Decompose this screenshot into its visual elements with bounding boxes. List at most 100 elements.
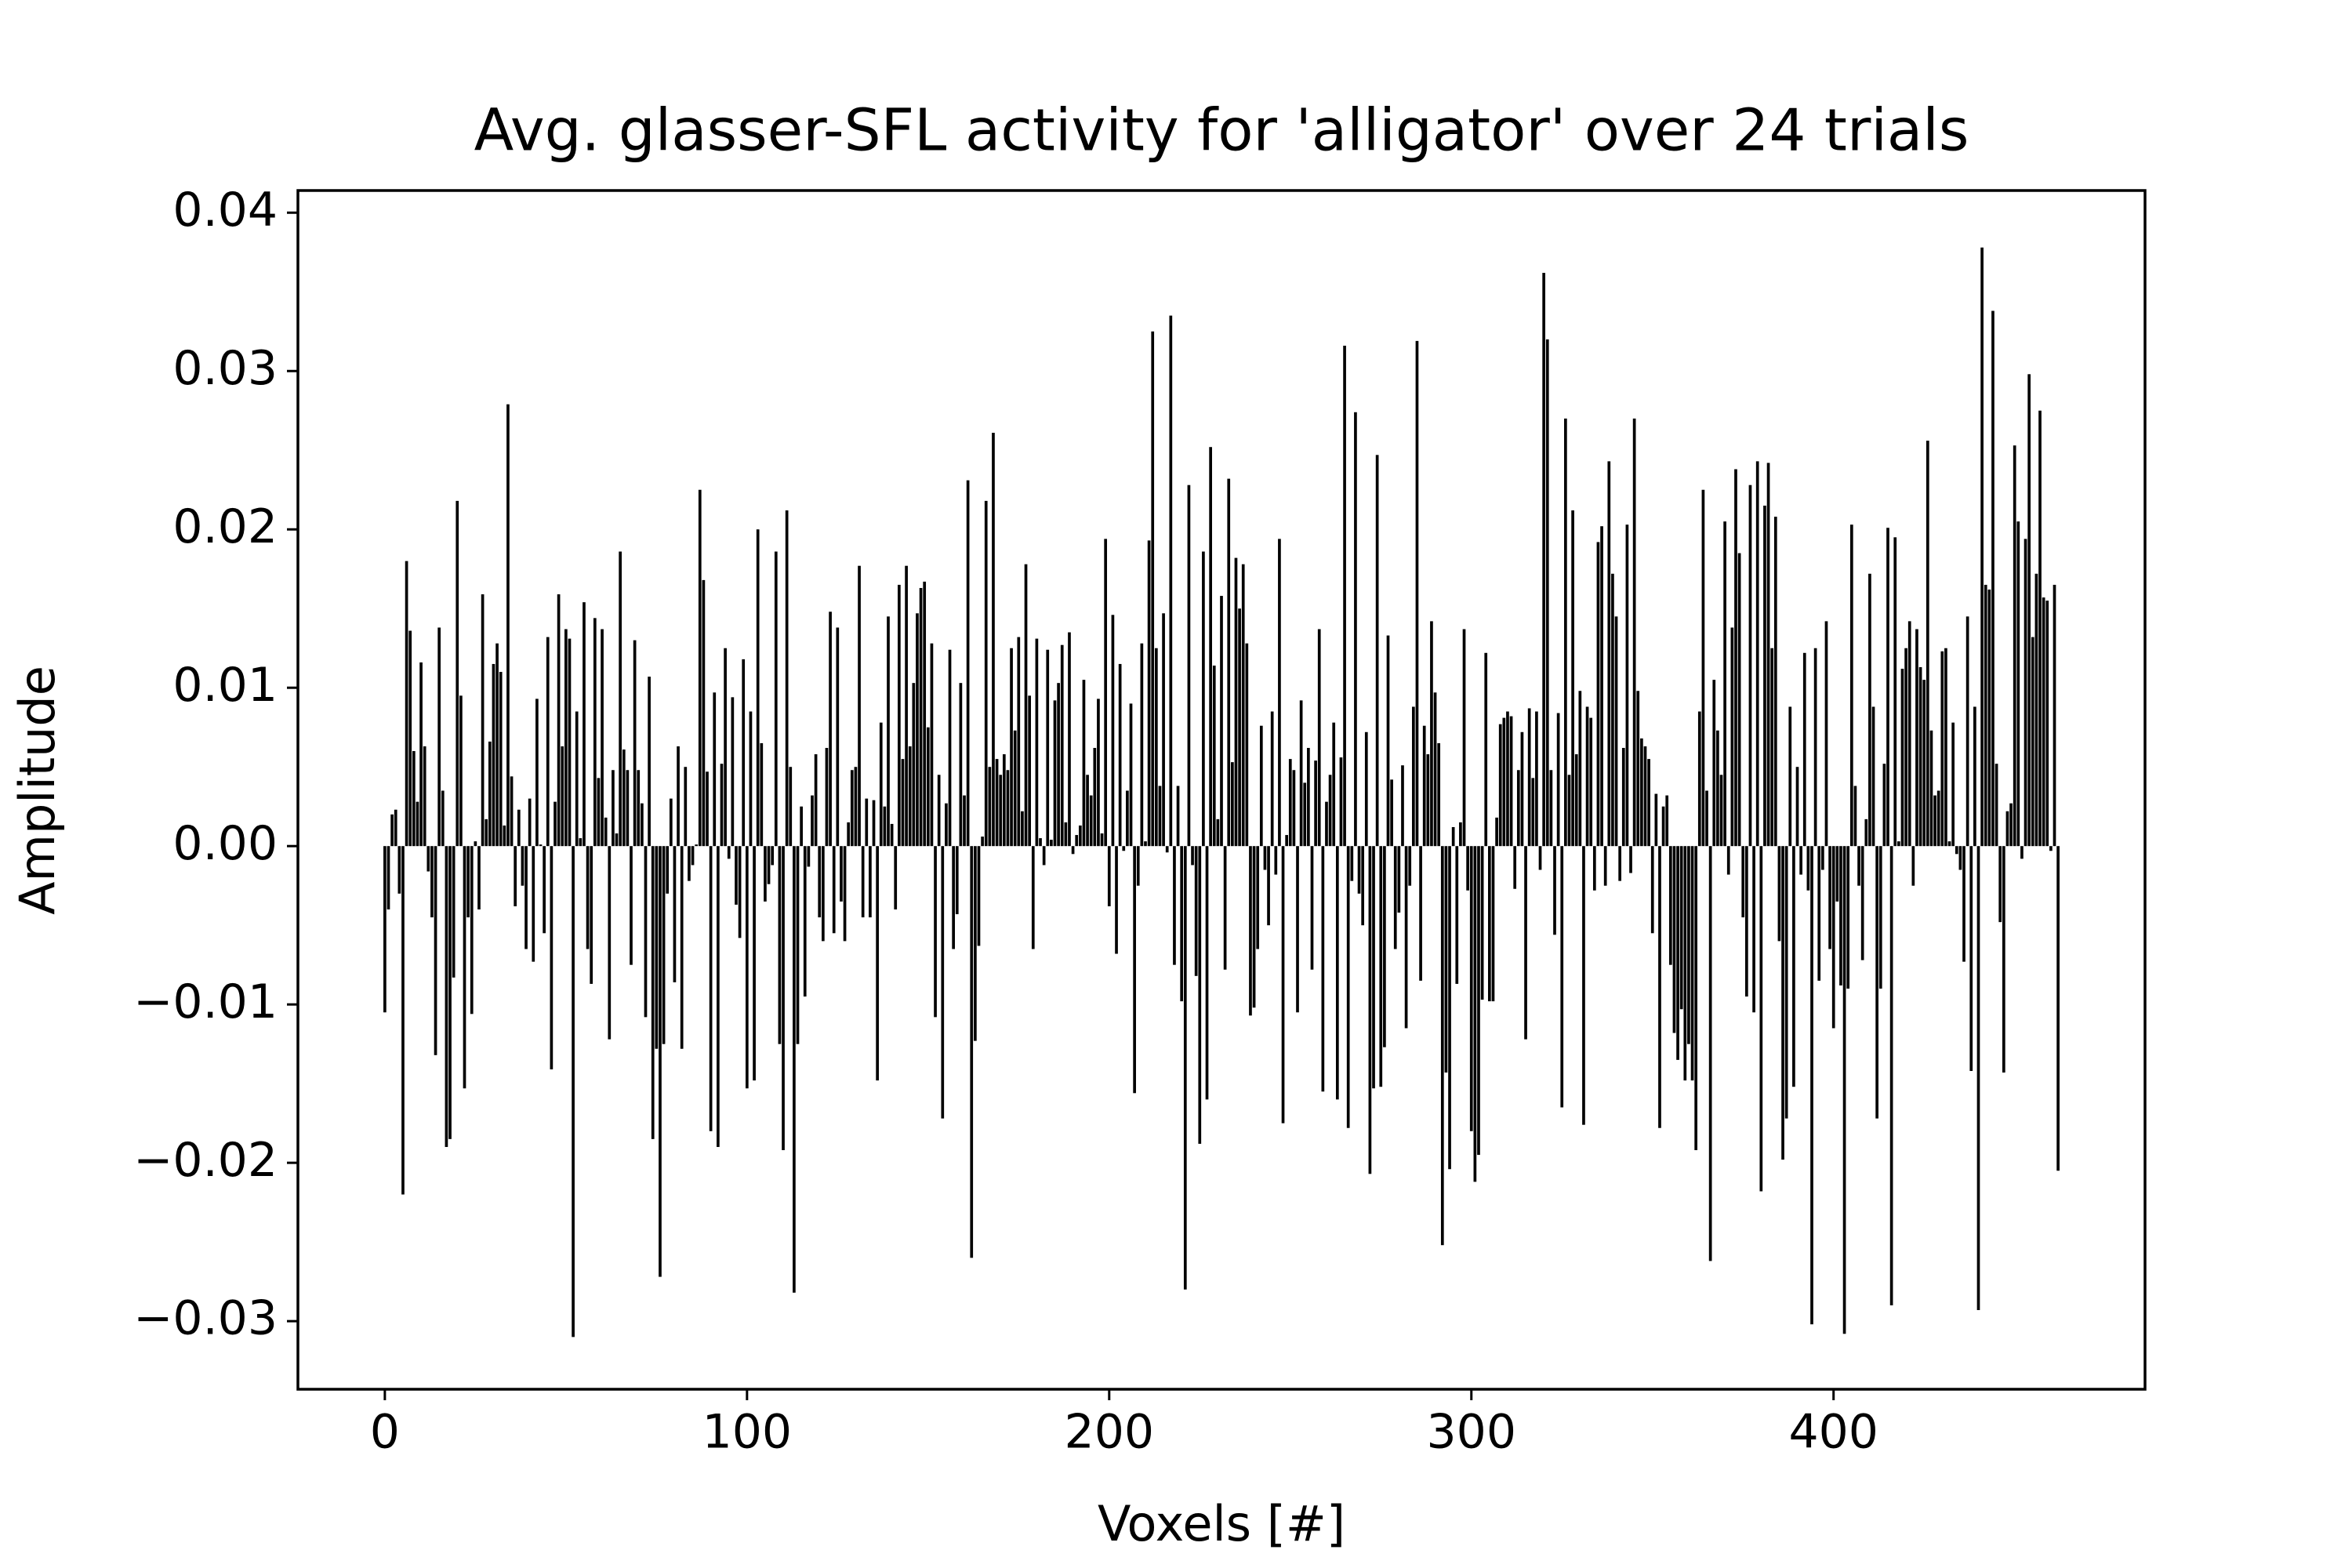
bar [1053, 700, 1057, 847]
bar [1100, 833, 1104, 847]
bar [1723, 521, 1726, 847]
bar [1158, 786, 1162, 847]
bar [506, 404, 510, 847]
bar [463, 846, 466, 1089]
bar [1281, 846, 1285, 1123]
bar [2031, 637, 2034, 847]
bar [1488, 846, 1491, 1002]
y-tick-label: −0.03 [133, 1291, 278, 1346]
bar [434, 846, 437, 1055]
bar [655, 846, 659, 1049]
bar [1640, 738, 1643, 847]
bar [1614, 616, 1618, 847]
bar [1835, 846, 1839, 902]
bar [709, 846, 713, 1131]
bar [1021, 811, 1024, 847]
bar [1397, 846, 1401, 913]
bar [441, 790, 445, 847]
bar [1126, 790, 1129, 847]
bar [1773, 517, 1777, 847]
bar [2027, 374, 2031, 847]
bar [1010, 648, 1013, 847]
bar [1332, 722, 1336, 847]
bar [408, 630, 412, 847]
bar [843, 846, 847, 942]
bar [847, 822, 851, 847]
bar [963, 795, 966, 847]
bar [1998, 846, 2002, 923]
bar [499, 672, 503, 847]
bar [1245, 643, 1249, 847]
bar [1455, 846, 1459, 984]
x-tick-label: 400 [1788, 1405, 1878, 1460]
bar [1603, 846, 1607, 886]
bar [1821, 846, 1824, 870]
bar [1430, 621, 1433, 847]
bar [984, 500, 988, 847]
bar [858, 565, 861, 847]
bar [966, 480, 970, 847]
bar [1607, 461, 1611, 847]
bar [720, 764, 724, 847]
bar [999, 775, 1003, 847]
bar [901, 759, 905, 847]
bar [698, 489, 702, 847]
bar [1238, 608, 1241, 847]
bar [1542, 273, 1545, 847]
bar [1621, 747, 1625, 847]
bar [832, 846, 836, 934]
y-tick-label: 0.01 [172, 658, 278, 713]
bar [1846, 846, 1850, 989]
bar [1922, 680, 1926, 847]
bar [887, 616, 890, 847]
bar [2005, 811, 2009, 847]
bar [789, 767, 793, 847]
y-tick-label: 0.02 [172, 499, 278, 554]
bar [1209, 447, 1212, 847]
bar [1940, 651, 1944, 847]
bar [1897, 841, 1900, 847]
bar [1314, 760, 1317, 847]
bar [1958, 846, 1962, 870]
bar [1162, 613, 1165, 847]
bar [1317, 629, 1321, 847]
bar [1987, 589, 1991, 847]
bar [756, 529, 760, 847]
bar [1994, 764, 1998, 847]
bar [1574, 754, 1578, 847]
bar [1886, 528, 1889, 847]
bar [387, 846, 390, 909]
bar [1857, 846, 1860, 886]
x-tick-label: 200 [1065, 1405, 1155, 1460]
bar [1817, 846, 1821, 981]
bar [825, 747, 829, 847]
bar [1658, 846, 1661, 1128]
bar [1672, 846, 1676, 1033]
bar [717, 846, 720, 1147]
bar [1875, 846, 1878, 1119]
bar [2038, 410, 2042, 847]
bar [738, 846, 742, 938]
bar [1151, 331, 1155, 847]
bar [680, 846, 684, 1049]
bar [814, 754, 818, 847]
bar [1535, 711, 1538, 847]
bar [1278, 539, 1281, 847]
bar [1936, 790, 1940, 847]
bar [974, 846, 977, 1041]
bar [977, 846, 981, 946]
bar [1592, 846, 1596, 891]
bar [1795, 767, 1799, 847]
bar [1904, 648, 1907, 847]
bar [564, 629, 568, 847]
bar [1491, 846, 1495, 1002]
bar [919, 587, 923, 847]
bar [474, 841, 477, 847]
bar [691, 846, 695, 866]
bar [688, 846, 691, 881]
bar [1629, 846, 1632, 873]
bar [1368, 846, 1372, 1174]
bar [850, 770, 854, 847]
bar [1878, 846, 1882, 989]
